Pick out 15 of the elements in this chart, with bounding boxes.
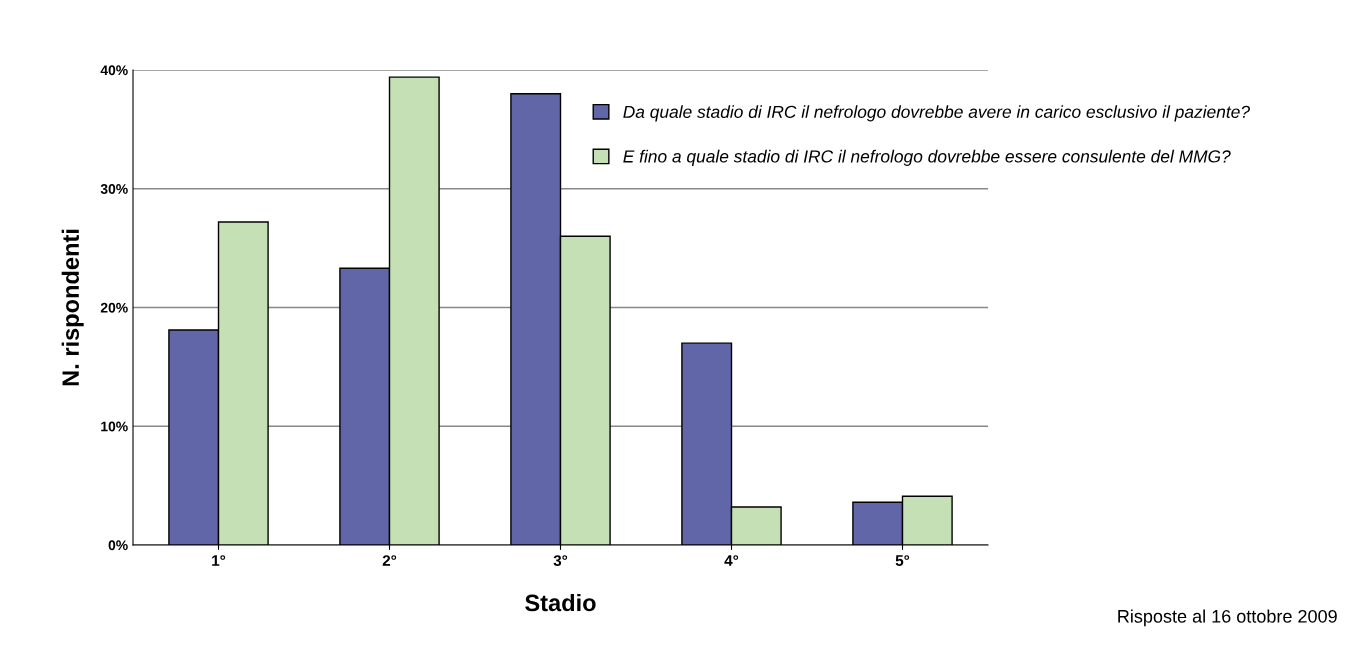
x-tick-label: 2°	[382, 555, 397, 566]
y-axis-title: N. rispondenti	[61, 229, 84, 386]
x-tick-label: 1°	[212, 555, 226, 566]
y-tick-label: 20%	[100, 302, 128, 313]
y-tick-label: 10%	[101, 421, 128, 432]
x-tick-label: 3°	[553, 555, 568, 566]
x-tick-label: 4°	[724, 555, 739, 566]
y-tick-label: 30%	[100, 184, 128, 194]
y-tick-label: 40%	[100, 65, 128, 76]
text: Risposte al 16 ottobre 2009	[1118, 609, 1337, 627]
legend-label: E fino a quale stadio di IRC il nefrologo dovrebbe essere consulente del MMG?	[623, 149, 1231, 166]
y-tick-label: 0%	[108, 540, 128, 551]
x-axis-title: Stadio	[525, 593, 596, 612]
legend-label: Da quale stadio di IRC il nefrologo dovrebbe avere in carico esclusivo il paziente?	[623, 105, 1250, 122]
x-tick-label: 5°	[895, 555, 910, 566]
